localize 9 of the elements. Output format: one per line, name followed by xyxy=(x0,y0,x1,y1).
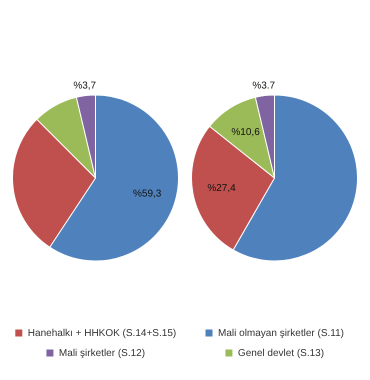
data-label: %3,7 xyxy=(73,80,97,92)
data-label: %3.7 xyxy=(252,80,276,92)
data-label: %27,4 xyxy=(207,182,236,194)
legend-label: Mali şirketler (S.12) xyxy=(58,348,146,359)
data-label: %59,3 xyxy=(132,188,162,200)
legend-label: Mali olmayan şirketler (S.11) xyxy=(218,328,344,339)
legend-label: Genel devlet (S.13) xyxy=(238,348,324,359)
data-label: %10,6 xyxy=(231,127,260,138)
legend-label: Hanehalkı + HHKOK (S.14+S.15) xyxy=(28,328,176,339)
